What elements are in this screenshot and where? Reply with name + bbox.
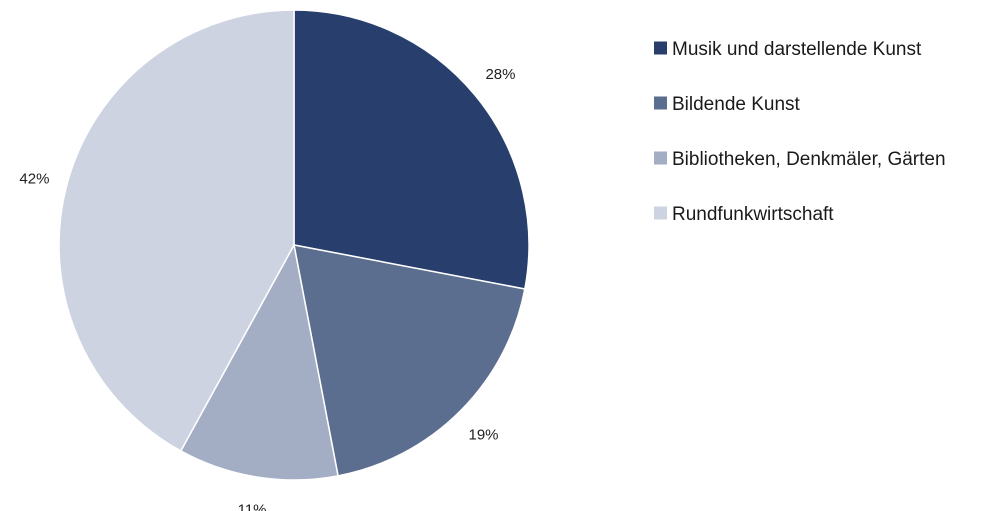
- slice-value-label-musik-und-darstellende-kunst: 28%: [485, 66, 515, 83]
- pie-slice-musik-und-darstellende-kunst: [293, 9, 530, 290]
- legend: Musik und darstellende Kunst Bildende Kun…: [654, 39, 946, 225]
- pie-slice-rundfunkwirtschaft: [58, 9, 295, 452]
- legend-item-bibliotheken-denkmaeler-gaerten: Bibliotheken, Denkmäler, Gärten: [654, 149, 946, 170]
- legend-item-musik-und-darstellende-kunst: Musik und darstellende Kunst: [654, 39, 922, 60]
- legend-label-rundfunkwirtschaft: Rundfunkwirtschaft: [672, 204, 834, 225]
- legend-swatch-rundfunkwirtschaft: [654, 206, 667, 220]
- pie-slice-bildende-kunst: [293, 244, 526, 477]
- slice-value-label-bildende-kunst: 19%: [468, 427, 498, 444]
- pie-slice-bibliotheken-denkmaeler-gaerten: [179, 242, 339, 481]
- legend-label-musik-und-darstellende-kunst: Musik und darstellende Kunst: [672, 39, 922, 60]
- pie-slices: [58, 9, 530, 481]
- legend-label-bildende-kunst: Bildende Kunst: [672, 94, 801, 115]
- legend-swatch-bildende-kunst: [654, 96, 667, 110]
- legend-label-bibliotheken-denkmaeler-gaerten: Bibliotheken, Denkmäler, Gärten: [672, 149, 946, 170]
- legend-item-bildende-kunst: Bildende Kunst: [654, 94, 801, 115]
- pie-value-labels: 28% 19% 11% 42%: [19, 66, 515, 511]
- legend-swatch-musik-und-darstellende-kunst: [654, 41, 667, 55]
- legend-swatch-bibliotheken-denkmaeler-gaerten: [654, 151, 667, 165]
- slice-value-label-rundfunkwirtschaft: 42%: [19, 170, 49, 187]
- slice-value-label-bibliotheken-denkmaeler-gaerten: 11%: [238, 502, 267, 511]
- legend-item-rundfunkwirtschaft: Rundfunkwirtschaft: [654, 204, 834, 225]
